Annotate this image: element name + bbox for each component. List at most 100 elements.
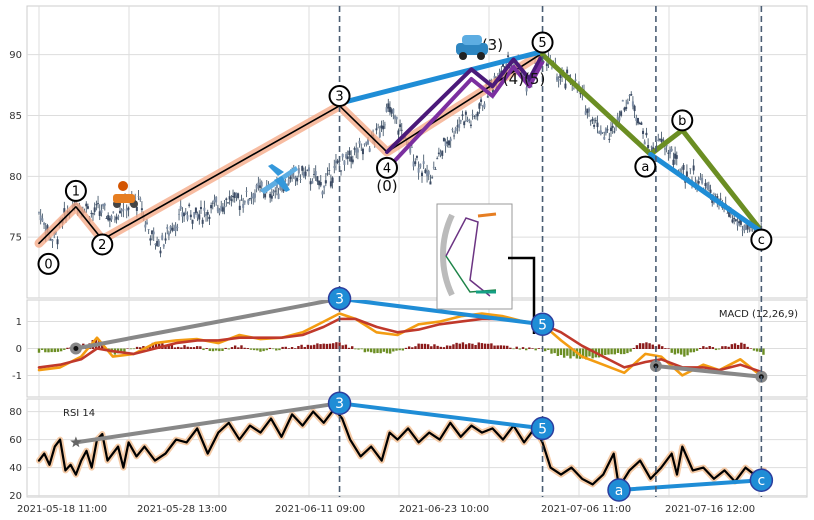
macd-histogram-bar bbox=[461, 342, 465, 349]
macd-histogram-bar bbox=[661, 346, 664, 349]
candle-body bbox=[351, 159, 354, 163]
macd-histogram-bar bbox=[518, 348, 522, 350]
candle-body bbox=[572, 88, 575, 90]
macd-histogram-bar bbox=[271, 348, 275, 350]
wave-label: b bbox=[678, 114, 686, 129]
candle-body bbox=[684, 180, 687, 183]
candle-body bbox=[164, 238, 167, 241]
wave-label-circle bbox=[328, 85, 351, 108]
candle-body bbox=[196, 213, 199, 218]
macd-trend-line bbox=[73, 300, 342, 351]
macd-histogram-bar bbox=[547, 348, 550, 350]
macd-histogram-bar bbox=[600, 348, 604, 357]
candle-body bbox=[321, 191, 324, 195]
macd-histogram-bar bbox=[284, 346, 287, 349]
macd-histogram-bar bbox=[635, 345, 639, 349]
macd-histogram-bar bbox=[195, 346, 199, 349]
candle-body bbox=[275, 182, 278, 189]
wave-label-circle bbox=[64, 179, 87, 202]
candle-body bbox=[205, 214, 208, 216]
macd-histogram-bar bbox=[642, 343, 645, 349]
candle-body bbox=[113, 219, 116, 221]
candle-body bbox=[596, 122, 599, 128]
candle-body bbox=[149, 238, 152, 241]
macd-histogram-bar bbox=[395, 348, 398, 351]
candle-body bbox=[253, 193, 256, 198]
macd-histogram-bar bbox=[537, 348, 541, 349]
macd-histogram-bar bbox=[211, 348, 215, 352]
candle-body bbox=[475, 115, 478, 117]
candle-body bbox=[729, 212, 732, 216]
macd-histogram-bar bbox=[379, 348, 382, 354]
macd-marker: 3 bbox=[335, 292, 344, 308]
candle-body bbox=[397, 130, 400, 135]
candle-body bbox=[711, 199, 714, 203]
macd-histogram-bar bbox=[332, 343, 335, 349]
candle-body bbox=[667, 152, 670, 154]
macd-histogram-bar bbox=[388, 348, 392, 354]
candle-body bbox=[633, 105, 636, 112]
macd-histogram-bar bbox=[752, 348, 756, 351]
candle-body bbox=[719, 198, 722, 200]
candle-body bbox=[341, 153, 344, 158]
macd-histogram-bar bbox=[619, 348, 623, 355]
macd-marker-circle bbox=[327, 286, 352, 311]
candle-body bbox=[409, 148, 412, 153]
macd-histogram-bar bbox=[464, 344, 468, 349]
wave-label: 3 bbox=[335, 90, 343, 105]
macd-histogram-bar bbox=[724, 346, 727, 349]
candle-body bbox=[240, 199, 243, 201]
rsi-marker-circle bbox=[607, 478, 631, 502]
candle-body bbox=[453, 135, 456, 137]
candle-body bbox=[399, 124, 402, 128]
macd-histogram-bar bbox=[290, 347, 294, 349]
macd-histogram-bar bbox=[186, 346, 189, 349]
candle-body bbox=[706, 183, 709, 189]
candle-body bbox=[707, 185, 710, 190]
macd-histogram-bar bbox=[237, 347, 240, 349]
candle-body bbox=[296, 178, 299, 182]
candle-body bbox=[178, 213, 181, 215]
macd-histogram-bar bbox=[132, 348, 136, 350]
candle-body bbox=[672, 159, 675, 165]
candle-body bbox=[46, 225, 49, 231]
macd-histogram-bar bbox=[423, 343, 427, 349]
macd-histogram-bar bbox=[759, 348, 762, 352]
macd-histogram-bar bbox=[556, 348, 560, 356]
macd-histogram-bar bbox=[727, 346, 730, 349]
macd-histogram-bar bbox=[366, 348, 370, 352]
candle-body bbox=[247, 199, 250, 204]
rsi-title: RSI 14 bbox=[63, 408, 95, 419]
candle-body bbox=[199, 206, 202, 210]
macd-histogram-bar bbox=[626, 348, 629, 354]
candle-body bbox=[593, 124, 596, 127]
macd-histogram-bar bbox=[711, 347, 715, 349]
macd-histogram-bar bbox=[401, 348, 405, 351]
macd-histogram-bar bbox=[268, 347, 272, 349]
macd-histogram-bar bbox=[398, 348, 401, 351]
x-tick-label: 2021-06-11 09:00 bbox=[275, 504, 365, 515]
candle-body bbox=[628, 95, 631, 97]
candle-body bbox=[616, 116, 619, 122]
candle-body bbox=[169, 225, 172, 230]
candle-body bbox=[260, 181, 263, 187]
candle-body bbox=[566, 69, 569, 74]
candle-body bbox=[427, 171, 430, 175]
candle-body bbox=[186, 215, 189, 220]
candle-body bbox=[333, 166, 336, 168]
candle-body bbox=[709, 189, 712, 193]
macd-histogram-bar bbox=[170, 344, 174, 349]
macd-histogram-bar bbox=[581, 348, 585, 359]
candle-body bbox=[112, 211, 115, 213]
candle-body bbox=[233, 192, 236, 199]
candle-body bbox=[127, 207, 130, 210]
candle-body bbox=[139, 198, 142, 201]
candle-body bbox=[415, 156, 418, 158]
candle-body bbox=[422, 161, 425, 164]
candle-body bbox=[154, 243, 157, 246]
candle-body bbox=[603, 136, 606, 140]
candle-body bbox=[299, 179, 302, 180]
candle-body bbox=[230, 199, 233, 201]
candle-body bbox=[679, 169, 682, 171]
candle-body bbox=[311, 180, 314, 184]
